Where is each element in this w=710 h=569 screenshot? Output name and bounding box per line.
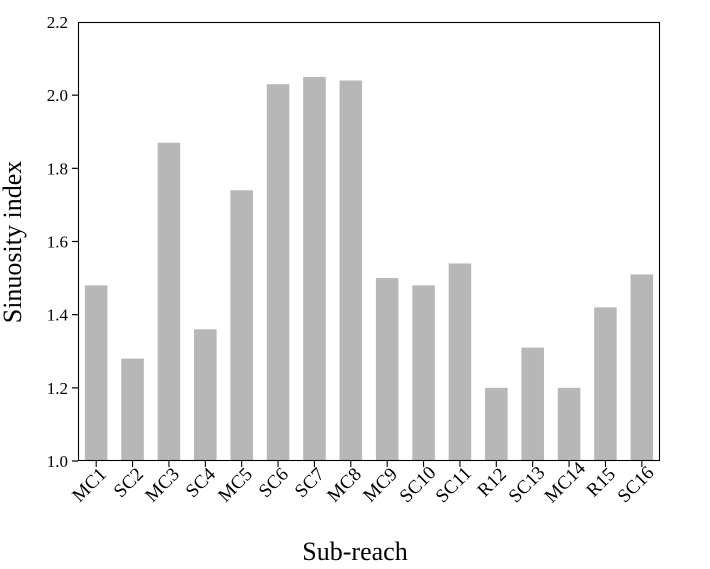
svg-text:1.4: 1.4 bbox=[47, 306, 69, 325]
svg-text:1.2: 1.2 bbox=[47, 379, 68, 398]
svg-text:1.8: 1.8 bbox=[47, 159, 68, 178]
svg-text:2.2: 2.2 bbox=[47, 13, 68, 32]
svg-text:1.6: 1.6 bbox=[47, 233, 68, 252]
svg-text:1.0: 1.0 bbox=[47, 452, 68, 471]
svg-text:2.0: 2.0 bbox=[47, 86, 68, 105]
